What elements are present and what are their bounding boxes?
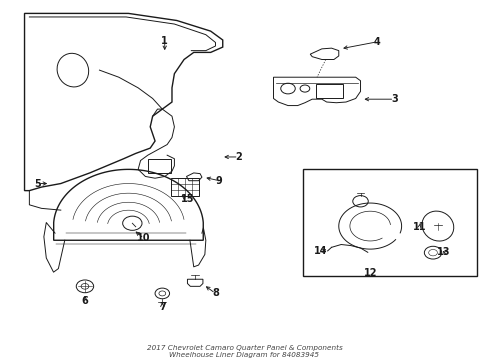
Text: 2: 2 bbox=[235, 152, 242, 162]
Text: 9: 9 bbox=[216, 176, 222, 186]
Text: 11: 11 bbox=[412, 222, 426, 232]
Text: 3: 3 bbox=[390, 94, 397, 104]
Text: 10: 10 bbox=[137, 234, 150, 243]
Text: 1: 1 bbox=[161, 36, 168, 46]
Bar bbox=[147, 159, 171, 173]
Text: 14: 14 bbox=[313, 246, 326, 256]
Text: 2017 Chevrolet Camaro Quarter Panel & Components
Wheelhouse Liner Diagram for 84: 2017 Chevrolet Camaro Quarter Panel & Co… bbox=[146, 345, 342, 358]
Text: 4: 4 bbox=[373, 37, 380, 47]
Text: 8: 8 bbox=[212, 288, 219, 298]
Bar bbox=[302, 169, 476, 276]
Text: 15: 15 bbox=[181, 194, 194, 204]
Text: 6: 6 bbox=[81, 296, 88, 306]
Text: 12: 12 bbox=[364, 268, 377, 278]
Bar bbox=[170, 178, 198, 196]
Bar bbox=[315, 84, 342, 99]
Text: 5: 5 bbox=[35, 179, 41, 189]
Text: 7: 7 bbox=[159, 302, 165, 311]
Text: 13: 13 bbox=[436, 247, 449, 257]
